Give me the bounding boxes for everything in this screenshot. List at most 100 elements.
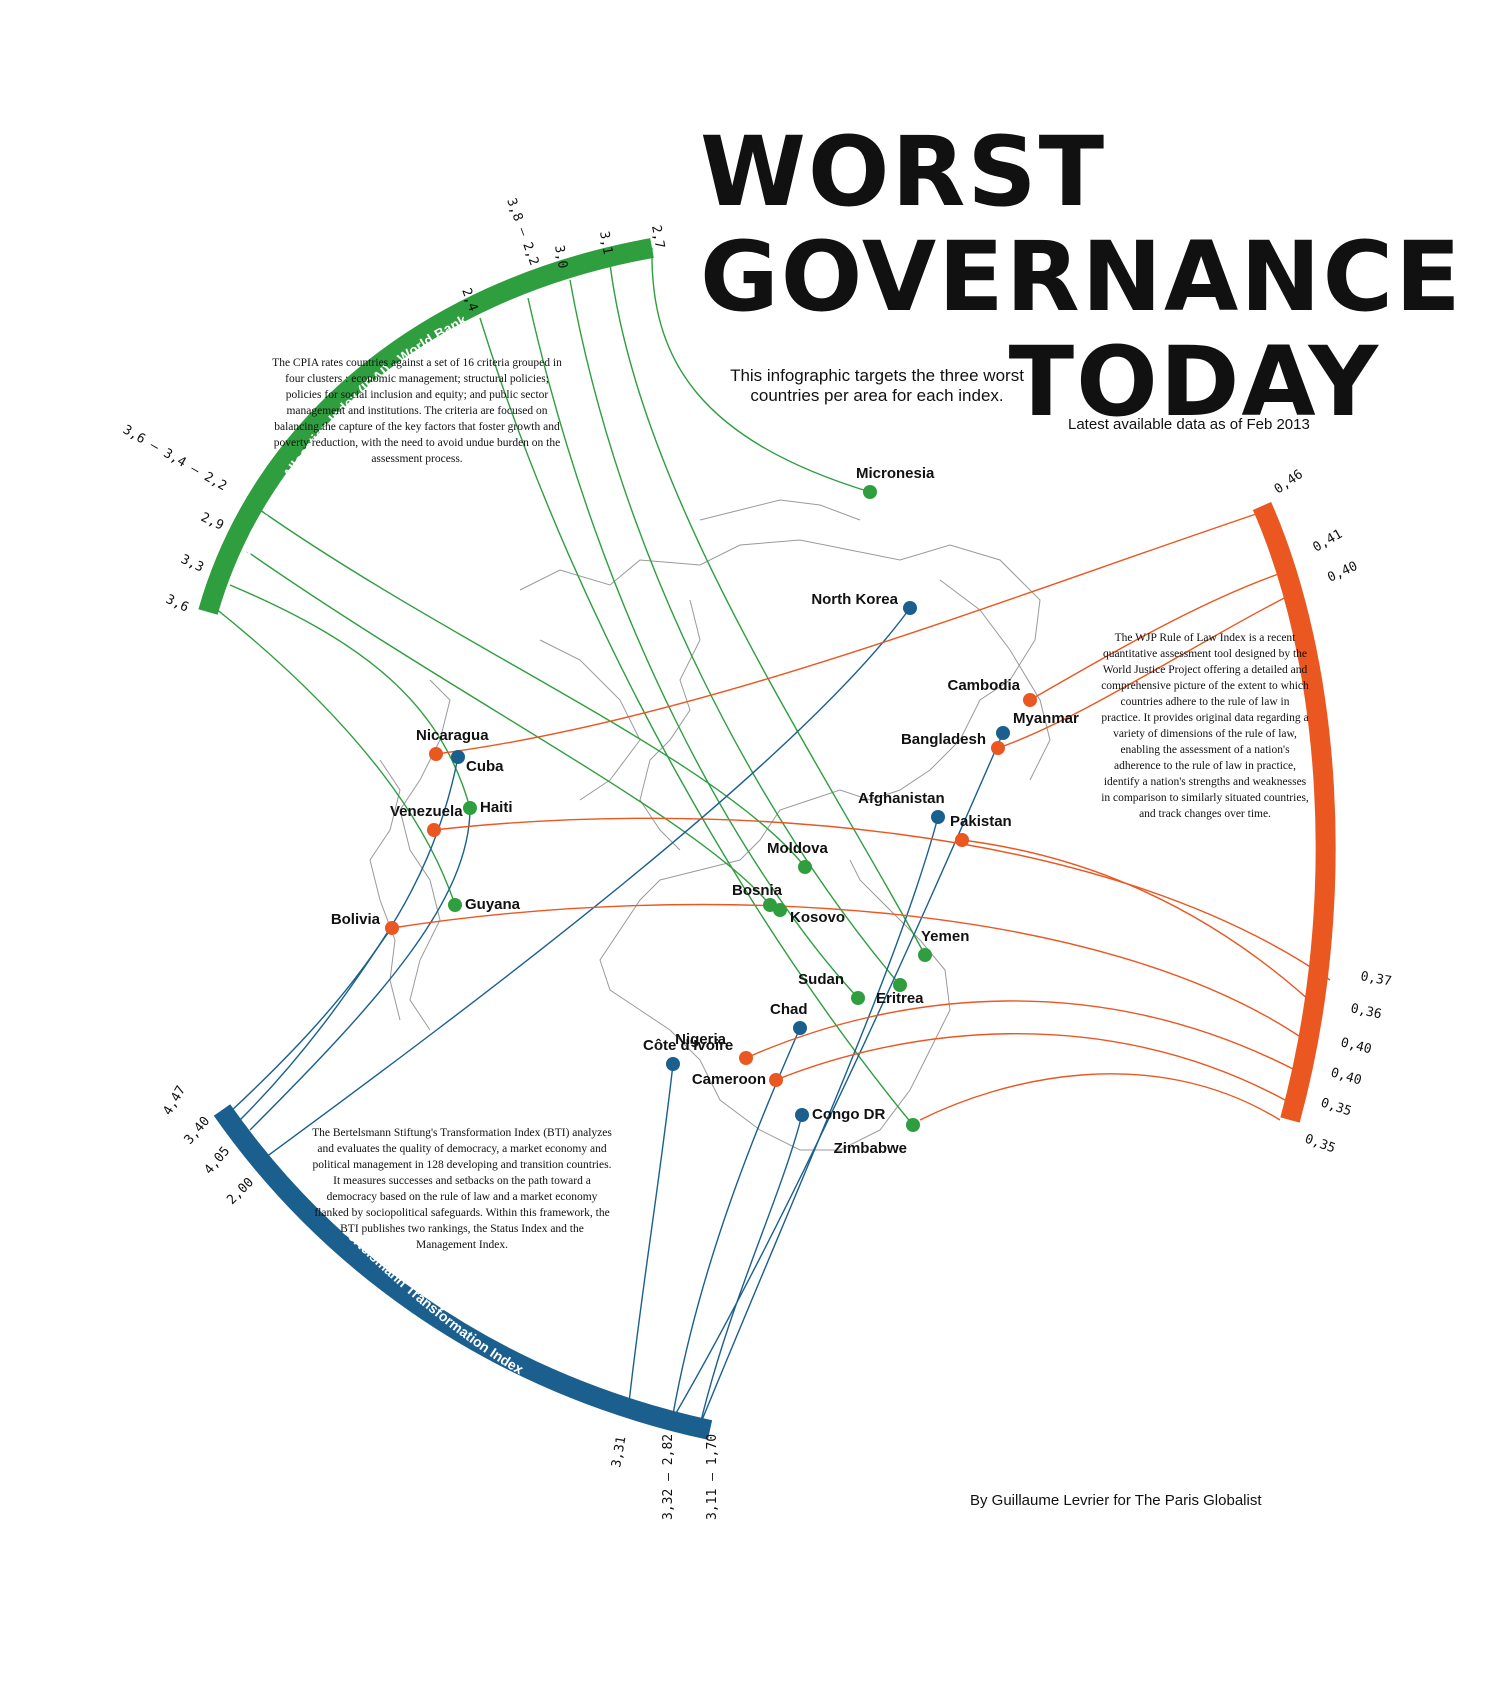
connector-bolivia	[391, 903, 1306, 1041]
country-marker-nicaragua: Nicaragua	[416, 727, 489, 761]
country-label-bangladesh: Bangladesh	[901, 731, 986, 748]
country-marker-chad: Chad	[770, 1001, 808, 1035]
connector-nicaragua	[435, 509, 1269, 755]
country-dot-chad	[793, 1021, 807, 1035]
country-label-bolivia: Bolivia	[331, 911, 381, 928]
country-dot-haiti	[463, 801, 477, 815]
country-label-guyana: Guyana	[465, 896, 521, 913]
connector-bosnia	[244, 549, 771, 906]
country-label-micronesia: Micronesia	[856, 465, 935, 482]
connector-pakistan	[961, 839, 1321, 1011]
country-label-venezuela: Venezuela	[390, 803, 463, 820]
bti-arc	[213, 1104, 713, 1440]
country-marker-micronesia: Micronesia	[856, 465, 935, 499]
connector-haiti-bti	[249, 807, 471, 1131]
country-marker-bolivia: Bolivia	[331, 911, 399, 935]
country-marker-nigeria: Nigeria	[675, 1031, 753, 1065]
connector-bolivia-bti	[239, 927, 393, 1121]
connector-cambodia	[1029, 569, 1291, 701]
country-dot-bolivia	[385, 921, 399, 935]
connector-nigeria	[745, 1000, 1296, 1071]
country-dot-yemen	[918, 948, 932, 962]
country-dot-zimbabwe	[906, 1118, 920, 1132]
country-marker-guyana: Guyana	[448, 896, 521, 913]
connector-afghanistan	[699, 816, 939, 1426]
bti-description: The Bertelsmann Stiftung's Transformatio…	[312, 1127, 612, 1251]
cpia-arc	[198, 238, 654, 615]
country-label-north-korea: North Korea	[811, 591, 898, 608]
connector-yemen	[609, 263, 926, 956]
connector-congo	[699, 1114, 803, 1426]
country-dot-pakistan	[955, 833, 969, 847]
country-dot-micronesia	[863, 485, 877, 499]
cpia-tick-6: 2,9	[198, 510, 226, 534]
country-markers: Micronesia North Korea Cambodia Myanmar Bang…	[331, 465, 1079, 1157]
connector-haiti	[229, 584, 471, 809]
country-dot-nigeria	[739, 1051, 753, 1065]
country-label-nicaragua: Nicaragua	[416, 727, 489, 744]
country-label-yemen: Yemen	[921, 928, 969, 945]
country-label-cuba: Cuba	[466, 758, 504, 775]
country-dot-c-te-d-ivoire	[666, 1057, 680, 1071]
country-dot-moldova	[798, 860, 812, 874]
wjp-tick-2: 0,40	[1325, 559, 1360, 586]
country-label-myanmar: Myanmar	[1013, 710, 1079, 727]
bti-tick-5: 3,32 – 2,82	[661, 1434, 676, 1520]
wjp-tick-4: 0,36	[1349, 1001, 1383, 1022]
wjp-description: The WJP Rule of Law Index is a recent qu…	[1101, 632, 1309, 820]
country-marker-eritrea: Eritrea	[876, 978, 924, 1007]
country-dot-north-korea	[903, 601, 917, 615]
wjp-tick-7: 0,35	[1319, 1096, 1353, 1120]
title-line-3: TODAY	[1008, 326, 1380, 438]
country-dot-bangladesh	[991, 741, 1005, 755]
connector-cameroon	[775, 1033, 1286, 1101]
wjp-arc	[1252, 501, 1336, 1123]
country-marker-north-korea: North Korea	[811, 591, 917, 615]
connector-bangladesh	[997, 589, 1301, 749]
country-dot-cameroon	[769, 1073, 783, 1087]
country-dot-myanmar	[996, 726, 1010, 740]
bti-tick-6: 3,11 – 1,70	[705, 1434, 720, 1520]
cpia-tick-8: 3,6	[163, 592, 191, 616]
connector-myanmar	[671, 732, 1004, 1421]
country-marker-kosovo: Kosovo	[773, 903, 845, 926]
country-label-cameroon: Cameroon	[692, 1071, 766, 1088]
cpia-description: The CPIA rates countries against a set o…	[272, 357, 562, 465]
world-map-outline	[369, 499, 1051, 1151]
connector-venezuela	[433, 817, 1331, 981]
country-marker-congo-dr: Congo DR	[795, 1106, 885, 1123]
title-block: WORST GOVERNANCE TODAY	[700, 116, 1463, 438]
wjp-tick-8: 0,35	[1303, 1132, 1338, 1157]
wjp-tick-6: 0,40	[1329, 1065, 1363, 1088]
country-label-c-te-d-ivoire: Côte d'Ivoire	[643, 1037, 733, 1054]
title-line-2: GOVERNANCE	[700, 221, 1463, 333]
country-label-haiti: Haiti	[480, 799, 513, 816]
country-label-zimbabwe: Zimbabwe	[834, 1140, 907, 1157]
country-dot-venezuela	[427, 823, 441, 837]
country-dot-congo-dr	[795, 1108, 809, 1122]
country-label-pakistan: Pakistan	[950, 813, 1012, 830]
country-dot-sudan	[851, 991, 865, 1005]
bti-tick-4: 3,31	[609, 1435, 629, 1468]
country-label-kosovo: Kosovo	[790, 909, 845, 926]
connector-eritrea	[569, 279, 901, 986]
cpia-tick-7: 3,3	[178, 552, 206, 576]
connector-zimbabwe	[479, 317, 914, 1126]
country-marker-moldova: Moldova	[767, 840, 828, 874]
subtitle: This infographic targets the three worst…	[730, 366, 1024, 405]
title-line-1: WORST	[700, 116, 1107, 228]
bti-tick-2: 4,05	[202, 1144, 234, 1178]
country-marker-yemen: Yemen	[918, 928, 969, 962]
connector-north-korea	[261, 607, 911, 1161]
country-marker-cuba: Cuba	[451, 750, 504, 775]
data-date-note: Latest available data as of Feb 2013	[1068, 416, 1310, 433]
connector-cote-divoire	[627, 1063, 674, 1413]
wjp-tick-1: 0,41	[1311, 527, 1346, 556]
country-marker-afghanistan: Afghanistan	[858, 790, 945, 824]
byline: By Guillaume Levrier for The Paris Globa…	[970, 1492, 1262, 1509]
country-marker-pakistan: Pakistan	[950, 813, 1012, 847]
connector-guyana	[214, 607, 456, 906]
country-label-eritrea: Eritrea	[876, 990, 924, 1007]
country-marker-zimbabwe: Zimbabwe	[834, 1118, 920, 1157]
country-dot-cambodia	[1023, 693, 1037, 707]
